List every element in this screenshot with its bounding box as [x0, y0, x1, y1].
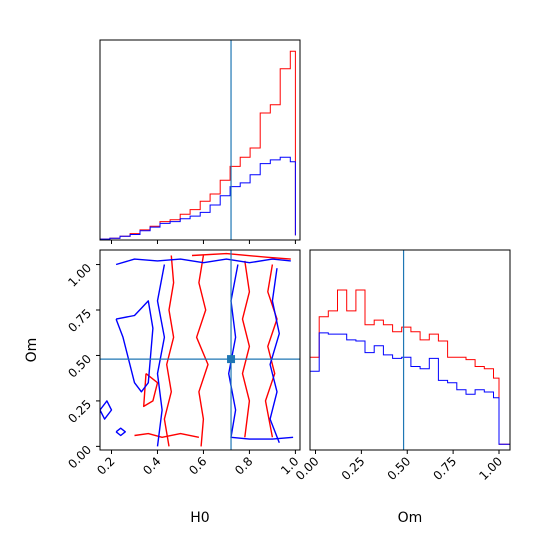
om-y-axis-label: Om: [24, 338, 40, 363]
h0-histogram-panel: [99, 39, 301, 244]
om-histogram-frame: [309, 249, 511, 451]
om-x-tick-label: 0.00: [293, 454, 322, 483]
h0-axis-label: H0: [190, 510, 209, 526]
om-y-tick-label: 0.00: [65, 443, 94, 472]
contour-run-b: [156, 264, 166, 447]
contour-run-a: [264, 264, 278, 438]
h0-histogram-frame: [99, 39, 301, 241]
om-y-tick-label: 1.00: [65, 261, 94, 290]
contour-run-a: [134, 432, 200, 438]
contour-run-a: [191, 252, 291, 260]
h0-histogram-run-b: [99, 156, 296, 240]
om-x-tick-label: 0.50: [385, 454, 414, 483]
h0-x-tick-label: 0.6: [186, 454, 209, 477]
contour-run-a: [195, 255, 209, 447]
joint-contour-panel: 0.2 0.4 0.6 0.8 1.0 0.000.250.500.751.00: [65, 249, 302, 478]
contour-run-b: [115, 300, 154, 393]
contour-run-b: [115, 258, 291, 266]
h0-x-tick-label: 0.8: [232, 454, 255, 477]
joint-panel-frame: [99, 249, 301, 451]
h0-histogram-run-a: [99, 50, 296, 240]
contour-run-b: [115, 427, 126, 437]
h0-x-tick-label: 0.4: [140, 454, 163, 477]
om-x-tick-label: 1.00: [476, 454, 505, 483]
h0-x-tick-label: 0.2: [94, 454, 117, 477]
om-histogram-panel: 0.00 0.25 0.50 0.75 1.00: [293, 249, 511, 483]
contour-run-b: [99, 400, 113, 420]
contour-run-a: [163, 255, 175, 447]
contour-run-a: [241, 260, 251, 438]
om-y-tick-label: 0.50: [65, 352, 94, 381]
om-histogram-run-b: [309, 332, 511, 450]
contour-run-b: [228, 264, 294, 440]
contour-run-a: [143, 373, 159, 408]
om-histogram-run-a: [309, 289, 511, 450]
om-x-tick-label: 0.75: [430, 454, 459, 483]
om-y-tick-label: 0.75: [65, 306, 94, 335]
contour-run-b: [269, 268, 280, 443]
om-y-tick-label: 0.25: [65, 397, 94, 426]
truth-marker: [227, 355, 236, 364]
om-x-tick-label: 0.25: [339, 454, 368, 483]
om-axis-label: Om: [398, 510, 423, 526]
